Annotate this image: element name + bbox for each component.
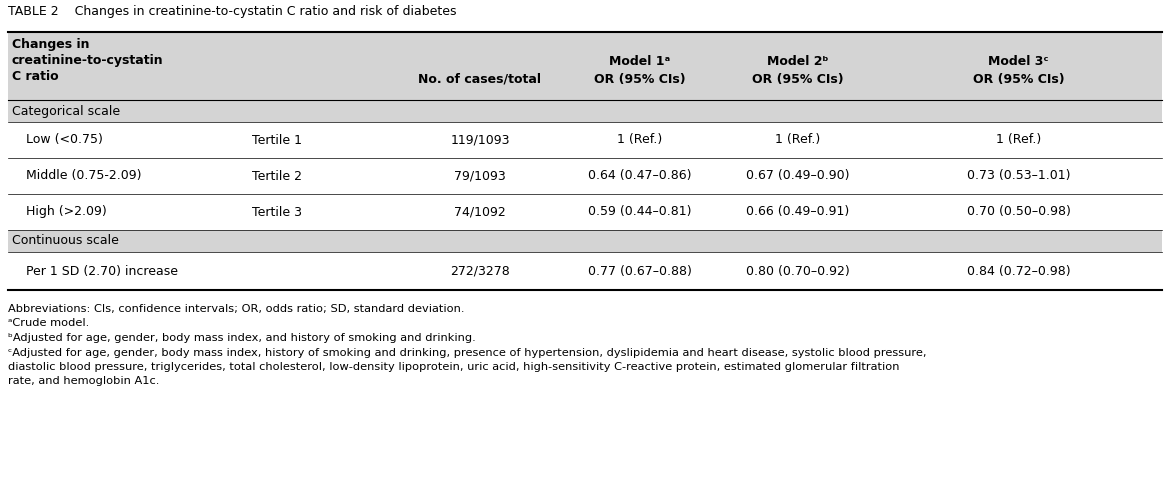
- Text: Model 2ᵇ: Model 2ᵇ: [766, 55, 828, 68]
- Text: 0.80 (0.70–0.92): 0.80 (0.70–0.92): [745, 264, 849, 278]
- Text: OR (95% CIs): OR (95% CIs): [594, 73, 686, 86]
- Text: 272/3278: 272/3278: [450, 264, 510, 278]
- Text: ᵃCrude model.: ᵃCrude model.: [8, 319, 89, 328]
- Text: creatinine-to-cystatin: creatinine-to-cystatin: [12, 54, 164, 67]
- Text: Categorical scale: Categorical scale: [12, 104, 121, 118]
- Text: ᶜAdjusted for age, gender, body mass index, history of smoking and drinking, pre: ᶜAdjusted for age, gender, body mass ind…: [8, 347, 927, 358]
- Text: 0.84 (0.72–0.98): 0.84 (0.72–0.98): [966, 264, 1071, 278]
- Text: rate, and hemoglobin A1c.: rate, and hemoglobin A1c.: [8, 377, 159, 386]
- Bar: [8, 230, 1162, 252]
- Text: C ratio: C ratio: [12, 70, 59, 83]
- Text: 0.70 (0.50–0.98): 0.70 (0.50–0.98): [966, 205, 1071, 219]
- Text: 74/1092: 74/1092: [454, 205, 505, 219]
- Text: OR (95% CIs): OR (95% CIs): [751, 73, 844, 86]
- Text: 0.59 (0.44–0.81): 0.59 (0.44–0.81): [589, 205, 691, 219]
- Bar: [8, 122, 1162, 158]
- Text: diastolic blood pressure, triglycerides, total cholesterol, low-density lipoprot: diastolic blood pressure, triglycerides,…: [8, 362, 900, 372]
- Text: 1 (Ref.): 1 (Ref.): [618, 134, 662, 146]
- Text: ᵇAdjusted for age, gender, body mass index, and history of smoking and drinking.: ᵇAdjusted for age, gender, body mass ind…: [8, 333, 476, 343]
- Text: 119/1093: 119/1093: [450, 134, 510, 146]
- Text: Middle (0.75-2.09): Middle (0.75-2.09): [26, 169, 142, 183]
- Text: TABLE 2    Changes in creatinine-to-cystatin C ratio and risk of diabetes: TABLE 2 Changes in creatinine-to-cystati…: [8, 5, 456, 18]
- Bar: [8, 252, 1162, 290]
- Bar: [8, 194, 1162, 230]
- Text: OR (95% CIs): OR (95% CIs): [972, 73, 1065, 86]
- Text: Low (<0.75): Low (<0.75): [26, 134, 103, 146]
- Bar: [8, 100, 1162, 122]
- Text: Model 3ᶜ: Model 3ᶜ: [989, 55, 1048, 68]
- Text: 0.77 (0.67–0.88): 0.77 (0.67–0.88): [589, 264, 691, 278]
- Text: 0.73 (0.53–1.01): 0.73 (0.53–1.01): [966, 169, 1071, 183]
- Text: Changes in: Changes in: [12, 38, 89, 51]
- Text: Model 1ᵃ: Model 1ᵃ: [610, 55, 670, 68]
- Text: 1 (Ref.): 1 (Ref.): [996, 134, 1041, 146]
- Text: 0.66 (0.49–0.91): 0.66 (0.49–0.91): [746, 205, 849, 219]
- Text: Per 1 SD (2.70) increase: Per 1 SD (2.70) increase: [26, 264, 178, 278]
- Text: No. of cases/total: No. of cases/total: [419, 73, 542, 86]
- Text: Tertile 3: Tertile 3: [252, 205, 302, 219]
- Bar: [8, 158, 1162, 194]
- Text: 0.67 (0.49–0.90): 0.67 (0.49–0.90): [745, 169, 849, 183]
- Text: Continuous scale: Continuous scale: [12, 235, 119, 247]
- Text: 0.64 (0.47–0.86): 0.64 (0.47–0.86): [589, 169, 691, 183]
- Text: 1 (Ref.): 1 (Ref.): [775, 134, 820, 146]
- Bar: [8, 32, 1162, 100]
- Text: Tertile 2: Tertile 2: [252, 169, 302, 183]
- Text: 79/1093: 79/1093: [454, 169, 505, 183]
- Text: Abbreviations: CIs, confidence intervals; OR, odds ratio; SD, standard deviation: Abbreviations: CIs, confidence intervals…: [8, 304, 464, 314]
- Text: High (>2.09): High (>2.09): [26, 205, 106, 219]
- Text: Tertile 1: Tertile 1: [252, 134, 302, 146]
